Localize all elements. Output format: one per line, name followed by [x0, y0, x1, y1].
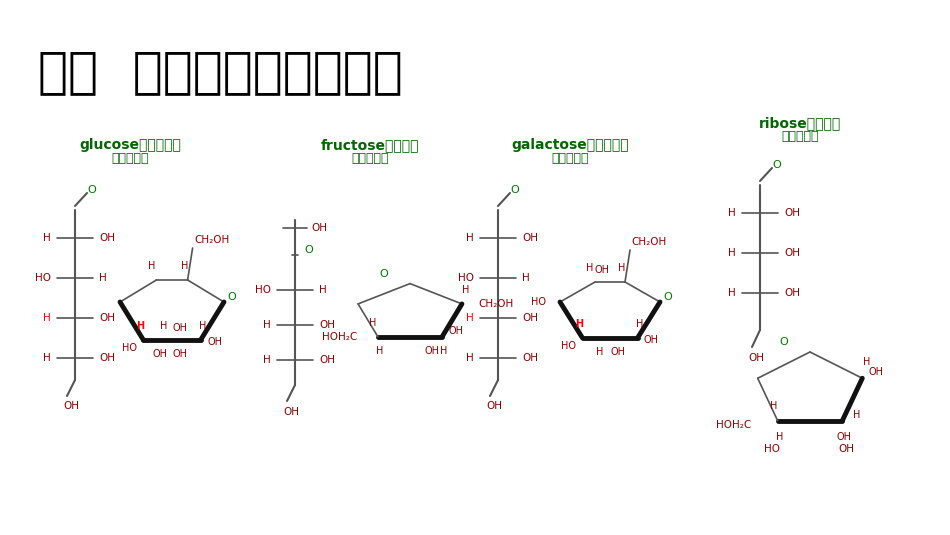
Text: OH: OH [838, 444, 854, 454]
Text: OH: OH [63, 401, 79, 411]
Text: H: H [180, 261, 188, 271]
Text: OH: OH [207, 337, 222, 347]
Text: H: H [263, 355, 271, 365]
Text: OH: OH [522, 353, 538, 363]
Text: 单糖  （不能再水解的糖）: 单糖 （不能再水解的糖） [38, 48, 403, 96]
Text: OH: OH [448, 326, 464, 336]
Text: H: H [729, 208, 736, 218]
Text: H: H [199, 321, 206, 331]
Text: （己酮糖）: （己酮糖） [352, 152, 389, 165]
Text: galactose（半乳糖）: galactose（半乳糖） [511, 138, 629, 152]
Text: CH₂OH: CH₂OH [632, 237, 667, 247]
Text: HO: HO [458, 273, 474, 283]
Text: H: H [586, 263, 594, 273]
Text: （己醛糖）: （己醛糖） [111, 152, 149, 165]
Text: H: H [576, 319, 583, 329]
Text: O: O [779, 337, 788, 347]
Text: OH: OH [486, 401, 502, 411]
Text: OH: OH [784, 288, 800, 298]
Text: O: O [305, 245, 314, 255]
Text: H: H [370, 318, 376, 328]
Text: OH: OH [784, 248, 800, 258]
Text: OH: OH [319, 355, 335, 365]
Text: OH: OH [522, 233, 538, 243]
Text: O: O [772, 160, 781, 170]
Text: OH: OH [173, 349, 187, 359]
Text: OH: OH [153, 349, 167, 359]
Text: H: H [770, 401, 777, 411]
Text: OH: OH [748, 353, 764, 363]
Text: H: H [466, 313, 474, 323]
Text: OH: OH [611, 347, 625, 357]
Text: OH: OH [99, 233, 115, 243]
Text: H: H [147, 261, 155, 271]
Text: H: H [776, 432, 784, 442]
Text: O: O [228, 292, 237, 302]
Text: HO: HO [764, 444, 780, 454]
Text: CH₂OH: CH₂OH [194, 235, 229, 245]
Text: HO: HO [530, 297, 545, 307]
Text: H: H [522, 273, 530, 283]
Text: O: O [380, 269, 389, 279]
Text: H: H [466, 353, 474, 363]
Text: （己醛糖）: （己醛糖） [551, 152, 589, 165]
Text: OH: OH [283, 407, 299, 417]
Text: H: H [618, 263, 626, 273]
Text: OH: OH [784, 208, 800, 218]
Text: OH: OH [99, 313, 115, 323]
Text: H: H [99, 273, 106, 283]
Text: H: H [853, 410, 860, 420]
Text: OH: OH [644, 335, 659, 345]
Text: H: H [863, 357, 870, 367]
Text: glucose（葡萄糖）: glucose（葡萄糖） [79, 138, 180, 152]
Text: H: H [137, 321, 144, 331]
Text: HO: HO [35, 273, 51, 283]
Text: H: H [729, 288, 736, 298]
Text: OH: OH [837, 432, 852, 442]
Text: fructose（果糖）: fructose（果糖） [321, 138, 419, 152]
Text: H: H [636, 319, 643, 329]
Text: HO: HO [255, 285, 271, 295]
Text: OH: OH [319, 320, 335, 330]
Text: OH: OH [173, 323, 187, 333]
Text: H: H [441, 346, 447, 356]
Text: H: H [463, 285, 469, 295]
Text: OH: OH [522, 313, 538, 323]
Text: OH: OH [99, 353, 115, 363]
Text: H: H [44, 233, 51, 243]
Text: H: H [161, 321, 168, 331]
Text: OH: OH [425, 346, 440, 356]
Text: H: H [376, 346, 384, 356]
Text: O: O [664, 292, 673, 302]
Text: H: H [729, 248, 736, 258]
Text: OH: OH [869, 367, 884, 377]
Text: H: H [263, 320, 271, 330]
Text: H: H [319, 285, 327, 295]
Text: HO: HO [561, 341, 576, 351]
Text: CH₂OH: CH₂OH [478, 299, 514, 309]
Text: OH: OH [595, 265, 610, 275]
Text: O: O [511, 185, 520, 195]
Text: O: O [87, 185, 96, 195]
Text: ribose（核糖）: ribose（核糖） [759, 116, 841, 130]
Text: H: H [44, 313, 51, 323]
Text: HOH₂C: HOH₂C [716, 420, 751, 430]
Text: OH: OH [311, 223, 327, 233]
Text: HOH₂C: HOH₂C [322, 332, 357, 342]
Text: （戊醛糖）: （戊醛糖） [781, 130, 819, 143]
Text: H: H [44, 353, 51, 363]
Text: HO: HO [122, 343, 137, 353]
Text: H: H [597, 347, 603, 357]
Text: H: H [466, 233, 474, 243]
